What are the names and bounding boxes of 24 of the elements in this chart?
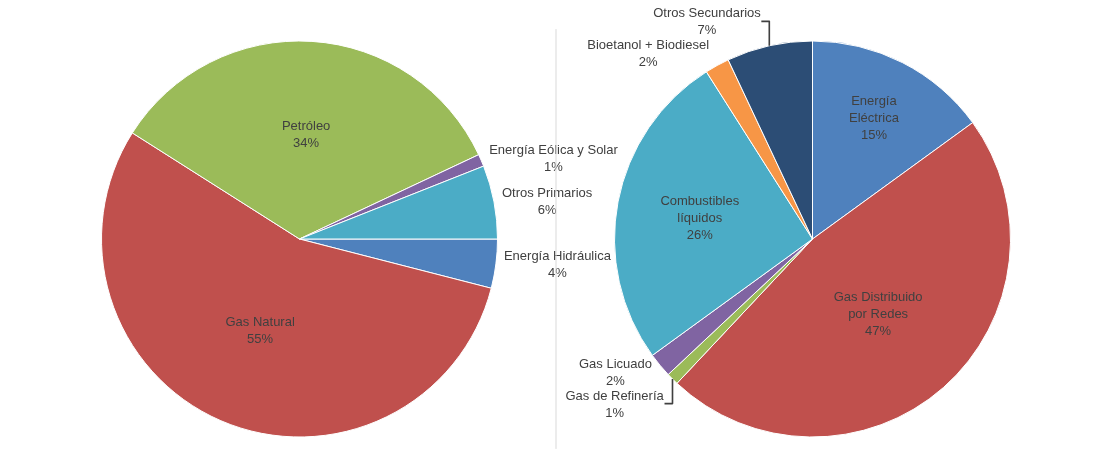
slice-label: Otros Primarios <box>501 185 593 201</box>
slice-label: Gas Natural <box>225 313 295 329</box>
data-label: 34% <box>293 134 320 150</box>
slice-label: Otros Secundarios <box>653 5 762 21</box>
data-label: 4% <box>547 265 568 281</box>
data-label: 2% <box>606 372 626 388</box>
data-label: 55% <box>247 330 274 346</box>
slice-label: Combustibles líquidos <box>660 193 740 226</box>
slice-label: Energía Eólica y Solar <box>489 141 619 157</box>
data-label: 47% <box>865 322 892 338</box>
data-label: 7% <box>697 22 717 38</box>
slice-label: Energía Eléctrica <box>849 93 900 126</box>
data-label: 15% <box>860 127 888 143</box>
slice-label: Gas Distribuido por Redes <box>833 289 923 321</box>
data-label: 2% <box>638 54 658 70</box>
data-label: 1% <box>544 158 564 174</box>
slice-label: Energía Hidráulica <box>503 248 612 264</box>
slice-label: Bioetanol + Biodiesel <box>587 37 710 53</box>
slice-label: Petróleo <box>281 117 331 133</box>
slice-label: Gas de Refinería <box>565 387 665 403</box>
slice-label: Gas Licuado <box>578 355 652 371</box>
data-label: 26% <box>686 226 714 242</box>
data-label: 1% <box>605 404 625 420</box>
data-label: 6% <box>537 202 557 218</box>
